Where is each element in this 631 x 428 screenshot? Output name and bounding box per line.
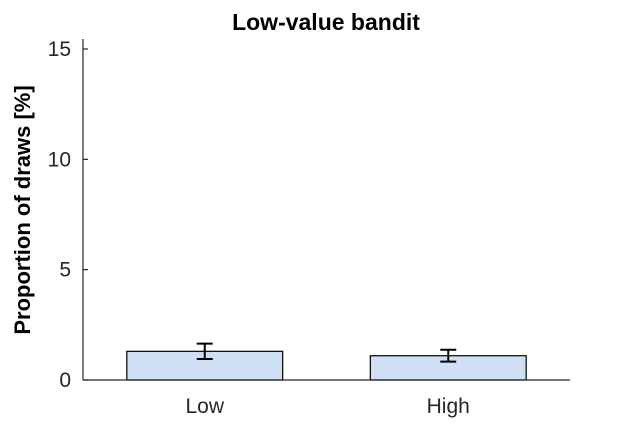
x-tick-label-high: High — [427, 395, 470, 418]
y-tick-label: 15 — [48, 38, 71, 61]
bars-group — [126, 350, 527, 381]
axes-group: Low High 0 5 10 15 — [48, 38, 570, 418]
error-bar-high — [440, 348, 457, 363]
y-tick-label: 5 — [59, 259, 71, 282]
error-bar-low — [196, 342, 213, 361]
y-tick-label: 10 — [48, 148, 71, 171]
chart-title: Low-value bandit — [232, 9, 420, 35]
error-bars-group — [196, 342, 457, 363]
x-tick-label-low: Low — [185, 395, 224, 418]
y-axis-label: Proportion of draws [%] — [10, 85, 35, 334]
y-tick-label: 0 — [59, 369, 71, 392]
